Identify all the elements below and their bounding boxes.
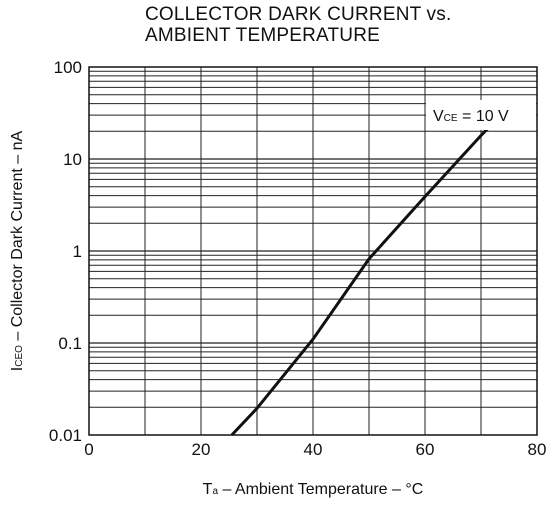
plot-frame bbox=[88, 66, 538, 436]
y-tick-labels: 0.01 0.1 1 10 100 bbox=[49, 58, 82, 445]
grid-lines bbox=[89, 67, 537, 435]
series-line bbox=[230, 105, 511, 437]
vce-annotation: VCE = 10 V bbox=[433, 108, 509, 125]
y-tick-label: 0.1 bbox=[58, 334, 82, 353]
x-tick-labels: 0 20 40 60 80 bbox=[84, 440, 546, 459]
data-series bbox=[230, 105, 511, 437]
x-tick-label: 80 bbox=[528, 440, 547, 459]
chart-subtitle: AMBIENT TEMPERATURE bbox=[145, 25, 381, 46]
x-tick-label: 40 bbox=[304, 440, 323, 459]
x-tick-label: 20 bbox=[192, 440, 211, 459]
chart-title-line1: COLLECTOR DARK CURRENT vs. bbox=[145, 4, 452, 25]
y-tick-label: 1 bbox=[73, 242, 82, 261]
x-tick-label: 0 bbox=[84, 440, 93, 459]
x-tick-label: 60 bbox=[416, 440, 435, 459]
y-axis-label: ICEO – Collector Dark Current – nA bbox=[9, 130, 26, 371]
chart-title: COLLECTOR DARK CURRENT vs. AMBIENT TEMPE… bbox=[145, 4, 451, 46]
y-tick-label: 10 bbox=[63, 150, 82, 169]
y-tick-label: 0.01 bbox=[49, 426, 82, 445]
x-axis-label: Ta – Ambient Temperature – °C bbox=[203, 481, 424, 498]
y-tick-label: 100 bbox=[54, 58, 82, 77]
annotation-box bbox=[426, 100, 536, 130]
